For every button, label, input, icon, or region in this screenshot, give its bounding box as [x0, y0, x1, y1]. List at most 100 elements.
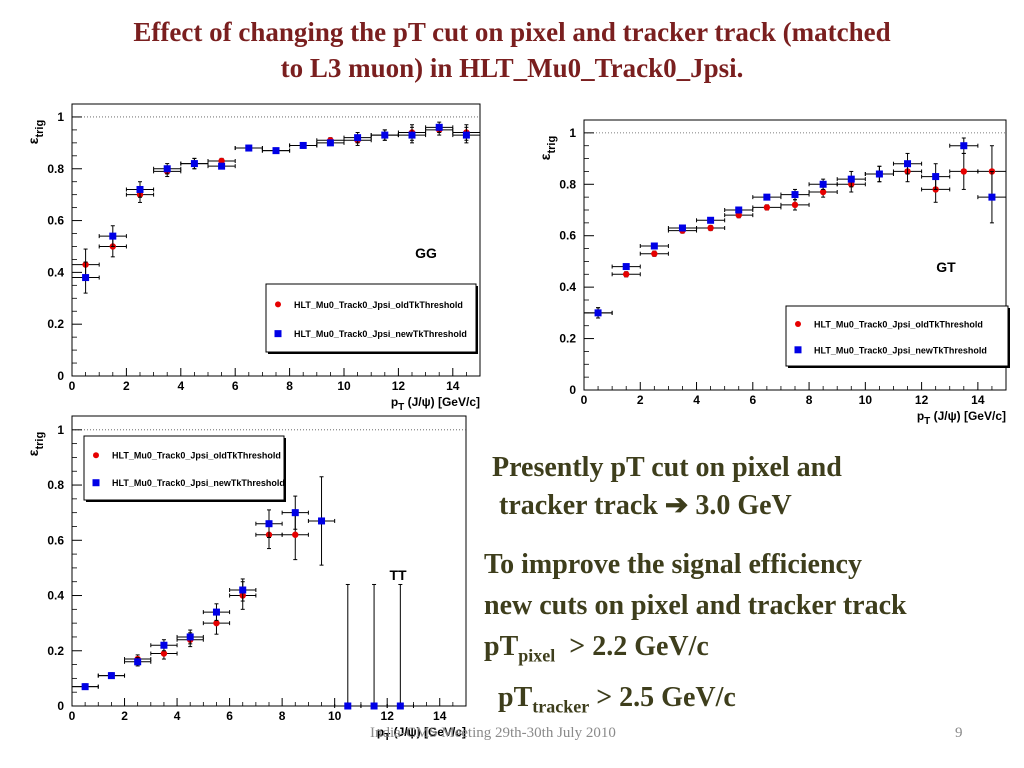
gt-data-point: [780, 199, 810, 211]
tt-data-point: [124, 657, 152, 667]
gt-data-point: [639, 250, 669, 257]
tracker-cut-value: > 2.5 GeV/c: [596, 681, 736, 713]
improvement-line-1: To improve the signal efficiency: [484, 549, 862, 580]
gt-y-tick-label: 0: [569, 383, 576, 397]
square-marker: [370, 702, 378, 710]
gg-data-point: [180, 157, 209, 170]
tt-series-new: [71, 476, 414, 710]
tt-data-point: [202, 603, 231, 621]
improvement-line-2: new cuts on pixel and tracker track: [484, 590, 907, 621]
gg-x-tick-label: 4: [177, 379, 184, 393]
gg-x-tick-label: 14: [446, 379, 460, 393]
slide-title: Effect of changing the pT cut on pixel a…: [40, 14, 984, 86]
pixel-cut-prefix: pT: [484, 631, 519, 662]
tt-x-axis-label: pT (J/ψ) [GeV/c]: [377, 725, 466, 743]
legend-entry-new: HLT_Mu0_Track0_Jpsi_newTkThreshold: [294, 329, 467, 339]
circle-marker: [763, 204, 771, 211]
gt-y-tick-label: 0.2: [559, 332, 576, 346]
legend-entry-old: HLT_Mu0_Track0_Jpsi_oldTkThreshold: [112, 451, 281, 461]
circle-marker: [160, 650, 168, 657]
gg-y-tick-label: 1: [57, 110, 64, 124]
square-marker: [186, 633, 194, 641]
tt-legend: HLT_Mu0_Track0_Jpsi_oldTkThreshold HLT_Mu…: [83, 435, 286, 502]
gt-x-tick-label: 0: [581, 393, 588, 407]
square-marker: [932, 173, 940, 181]
gg-x-tick-label: 12: [392, 379, 406, 393]
gt-panel-label: GT: [936, 259, 956, 275]
square-marker: [763, 193, 771, 201]
legend-shadow: [86, 500, 286, 502]
circle-marker: [623, 271, 630, 278]
square-marker: [239, 586, 247, 594]
tt-data-point: [281, 495, 309, 530]
legend-square-marker: [794, 346, 802, 354]
tt-data-point: [176, 629, 204, 645]
gg-data-point: [261, 147, 291, 155]
gt-data-point: [724, 211, 754, 219]
tt-data-point: [307, 476, 336, 566]
gt-y-tick-label: 1: [569, 126, 576, 140]
tt-y-tick-label: 1: [57, 423, 64, 437]
gt-x-axis-label: pT (J/ψ) [GeV/c]: [917, 409, 1006, 427]
gt-x-tick-label: 14: [971, 393, 985, 407]
legend-square-marker: [92, 479, 100, 487]
slide-title-line-2: to L3 muon) in HLT_Mu0_Track0_Jpsi.: [280, 53, 744, 83]
square-marker: [163, 165, 171, 173]
gt-data-point: [639, 242, 669, 250]
square-marker: [136, 185, 144, 193]
gt-x-tick-label: 8: [806, 393, 813, 407]
gt-data-point: [977, 170, 1007, 224]
gg-data-point: [289, 141, 318, 149]
gt-data-point: [611, 271, 641, 278]
tt-data-point: [229, 578, 257, 602]
gt-y-tick-label: 0.4: [559, 280, 576, 294]
legend-shadow: [284, 438, 286, 502]
legend-entry-new: HLT_Mu0_Track0_Jpsi_newTkThreshold: [112, 478, 285, 488]
square-marker: [396, 702, 404, 710]
square-marker: [408, 131, 416, 139]
gt-data-point: [696, 224, 726, 232]
legend-shadow: [788, 366, 1010, 368]
tracker-cut-subscript: tracker: [532, 696, 590, 717]
plot-gg: 0 2 4 6 8 10 12 14 0 0.2 0.4 0.6 0.8 1 pT (J/ψ) [GeV/c…: [25, 103, 481, 413]
tt-x-tick-label: 6: [226, 709, 233, 723]
tracker-cut-prefix: pT: [498, 681, 533, 713]
square-marker: [988, 193, 996, 201]
square-marker: [904, 160, 912, 168]
gt-data-point: [667, 224, 698, 232]
gg-x-tick-label: 2: [123, 379, 130, 393]
square-marker: [326, 139, 334, 147]
legend-entry-old: HLT_Mu0_Track0_Jpsi_oldTkThreshold: [814, 320, 983, 330]
legend-shadow: [268, 352, 478, 354]
legend-circle-marker: [93, 452, 99, 459]
tt-y-tick-label: 0.8: [47, 478, 64, 492]
square-marker: [344, 702, 352, 710]
gg-data-point: [370, 129, 399, 141]
gg-y-axis-label: εtrig: [25, 120, 46, 144]
gt-x-tick-label: 12: [915, 393, 929, 407]
improvement-note: To improve the signal efficiency new cut…: [484, 544, 907, 727]
gt-x-tick-label: 2: [637, 393, 644, 407]
square-marker: [875, 170, 883, 178]
square-marker: [272, 147, 280, 155]
gg-series-new: [71, 121, 481, 294]
legend-entry-old: HLT_Mu0_Track0_Jpsi_oldTkThreshold: [294, 300, 463, 310]
tt-panel-label: TT: [389, 567, 407, 583]
square-marker: [190, 160, 198, 168]
gt-x-tick-label: 6: [749, 393, 756, 407]
square-marker: [847, 175, 855, 183]
legend-square-marker: [274, 330, 282, 338]
circle-marker: [292, 531, 299, 538]
legend-circle-marker: [795, 321, 801, 327]
circle-marker: [707, 224, 714, 232]
gt-data-point: [724, 206, 754, 214]
tt-data-point: [334, 583, 362, 710]
square-marker: [650, 242, 658, 250]
gg-y-tick-label: 0.8: [47, 162, 64, 176]
circle-marker: [213, 619, 220, 627]
current-cut-value: 3.0 GeV: [695, 490, 792, 521]
tt-y-tick-label: 0.2: [47, 644, 64, 658]
gt-data-point: [949, 137, 979, 154]
square-marker: [735, 206, 743, 214]
gg-data-point: [153, 163, 182, 175]
